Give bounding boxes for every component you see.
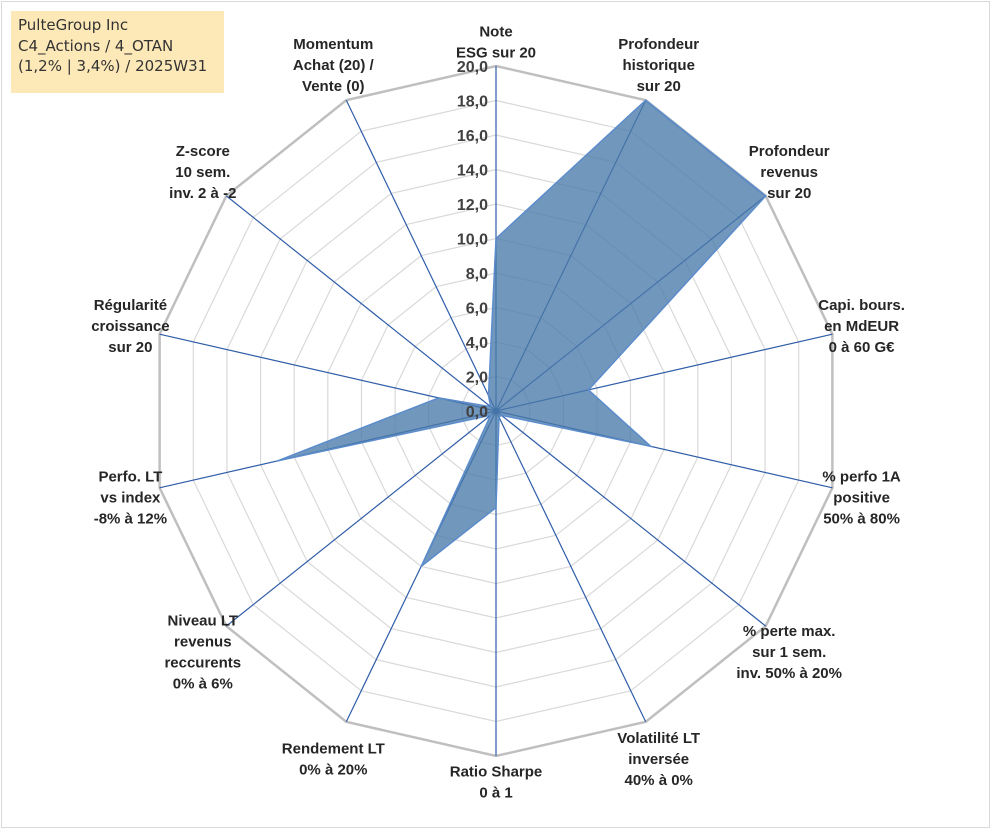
data-point-11	[438, 397, 440, 399]
axis-label-12: Z-score 10 sem. inv. 2 à -2	[169, 143, 236, 202]
axis-label-4-line-1: positive	[833, 490, 890, 507]
data-point-1	[644, 99, 647, 101]
axis-label-11-line-1: croissance	[91, 318, 169, 335]
data-point-12	[489, 405, 492, 408]
axis-label-0: Note ESG sur 20	[456, 23, 536, 61]
info-category: C4_Actions / 4_OTAN	[18, 36, 174, 55]
data-point-5	[500, 414, 503, 417]
axis-label-3: Capi. bours. en MdEUR 0 à 60 G€	[818, 297, 905, 356]
tick-label-9: 18,0	[457, 94, 488, 111]
axis-label-7-line-0: Ratio Sharpe	[450, 763, 543, 780]
axis-label-12-line-2: inv. 2 à -2	[169, 185, 236, 202]
axis-label-9: Niveau LT revenus reccurents 0% à 6%	[164, 612, 241, 692]
axis-label-13-line-1: Achat (20) /	[293, 57, 375, 74]
info-company: PulteGroup Inc	[18, 16, 129, 34]
axis-label-12-line-0: Z-score	[176, 143, 230, 160]
axis-label-3-line-2: 0 à 60 G€	[829, 339, 896, 356]
axis-label-12-line-1: 10 sem.	[175, 164, 230, 181]
data-point-13	[487, 394, 490, 397]
axis-label-6: Volatilité LT inversée 40% à 0%	[617, 730, 700, 789]
axis-label-13-line-0: Momentum	[293, 36, 373, 53]
data-point-0	[495, 237, 497, 240]
axis-label-10: Perfo. LT vs index -8% à 12%	[94, 469, 167, 528]
axis-label-2-line-1: revenus	[760, 164, 818, 181]
axis-label-0-line-0: Note	[479, 23, 512, 40]
radar-tick-labels: 0,0 2,0 4,0 6,0 8,0 10,0 12,0 14,0 16,0 18,0 20,0	[457, 59, 488, 421]
tick-label-8: 16,0	[457, 128, 488, 145]
axis-label-5-line-0: % perte max.	[743, 623, 836, 640]
axis-label-2-line-0: Profondeur	[749, 143, 830, 160]
tick-label-3: 6,0	[466, 301, 488, 318]
axis-label-3-line-0: Capi. bours.	[818, 297, 905, 314]
data-point-9	[489, 414, 492, 417]
axis-label-2-line-2: sur 20	[767, 185, 811, 202]
axis-label-4-line-2: 50% à 80%	[823, 511, 900, 528]
axis-label-7-line-1: 0 à 1	[479, 784, 512, 801]
tick-label-0: 0,0	[466, 404, 488, 421]
axis-label-10-line-0: Perfo. LT	[98, 469, 162, 486]
data-point-2	[764, 195, 767, 197]
axis-label-1-line-0: Profondeur	[618, 36, 699, 53]
info-box: PulteGroup Inc C4_Actions / 4_OTAN (1,2%…	[11, 11, 224, 93]
axis-spoke-13	[345, 99, 497, 412]
axis-label-8-line-1: 0% à 20%	[299, 761, 367, 778]
tick-label-2: 4,0	[466, 335, 488, 352]
axis-label-0-line-1: ESG sur 20	[456, 44, 536, 61]
axis-label-4: % perfo 1A positive 50% à 80%	[822, 469, 901, 528]
axis-label-2: Profondeur revenus sur 20	[749, 143, 830, 202]
axis-label-6-line-0: Volatilité LT	[617, 730, 700, 747]
axis-label-9-line-1: revenus	[174, 633, 232, 650]
radar-series	[276, 99, 767, 568]
axis-label-8-line-0: Rendement LT	[282, 740, 385, 757]
radar-axis-labels: Note ESG sur 20 Profondeur historique sur 20…	[91, 23, 905, 801]
axis-label-5: % perte max. sur 1 sem. inv. 50% à 20%	[736, 623, 842, 682]
axis-label-10-line-2: -8% à 12%	[94, 511, 167, 528]
axis-label-11: Régularité croissance sur 20	[91, 297, 169, 356]
axis-label-13: Momentum Achat (20) / Vente (0)	[293, 36, 375, 95]
axis-label-1-line-2: sur 20	[637, 78, 681, 95]
axis-label-9-line-0: Niveau LT	[168, 612, 239, 629]
tick-label-1: 2,0	[466, 370, 488, 387]
axis-label-8: Rendement LT 0% à 20%	[282, 740, 385, 778]
data-point-8	[420, 565, 423, 568]
axis-spoke-9	[225, 410, 497, 627]
axis-spoke-5	[495, 410, 767, 627]
axis-label-5-line-2: inv. 50% à 20%	[736, 665, 842, 682]
axis-label-10-line-1: vs index	[100, 490, 161, 507]
axis-spoke-12	[225, 195, 497, 412]
axis-label-4-line-0: % perfo 1A	[822, 469, 901, 486]
axis-label-1: Profondeur historique sur 20	[618, 36, 699, 95]
axis-label-13-line-2: Vente (0)	[302, 78, 365, 95]
axis-label-5-line-1: sur 1 sem.	[752, 644, 826, 661]
axis-label-1-line-1: historique	[622, 57, 695, 74]
tick-label-10: 20,0	[457, 59, 488, 76]
axis-label-9-line-3: 0% à 6%	[173, 675, 233, 692]
tick-label-5: 10,0	[457, 232, 488, 249]
axis-label-11-line-0: Régularité	[94, 297, 167, 314]
axis-spoke-6	[495, 410, 647, 723]
data-point-7	[495, 506, 497, 509]
axis-label-9-line-2: reccurents	[164, 654, 241, 671]
data-point-6	[498, 416, 500, 419]
axis-label-6-line-2: 40% à 0%	[625, 772, 693, 789]
tick-label-6: 12,0	[457, 197, 488, 214]
tick-label-7: 14,0	[457, 163, 488, 180]
axis-label-6-line-1: inversée	[628, 751, 689, 768]
axis-label-3-line-1: en MdEUR	[824, 318, 899, 335]
axis-label-7: Ratio Sharpe 0 à 1	[450, 763, 543, 801]
data-point-4	[649, 445, 652, 448]
tick-label-4: 8,0	[466, 266, 488, 283]
axis-label-11-line-2: sur 20	[108, 339, 152, 356]
data-point-3	[587, 389, 590, 391]
data-point-10	[276, 460, 279, 462]
info-period: (1,2% | 3,4%) / 2025W31	[18, 57, 208, 75]
